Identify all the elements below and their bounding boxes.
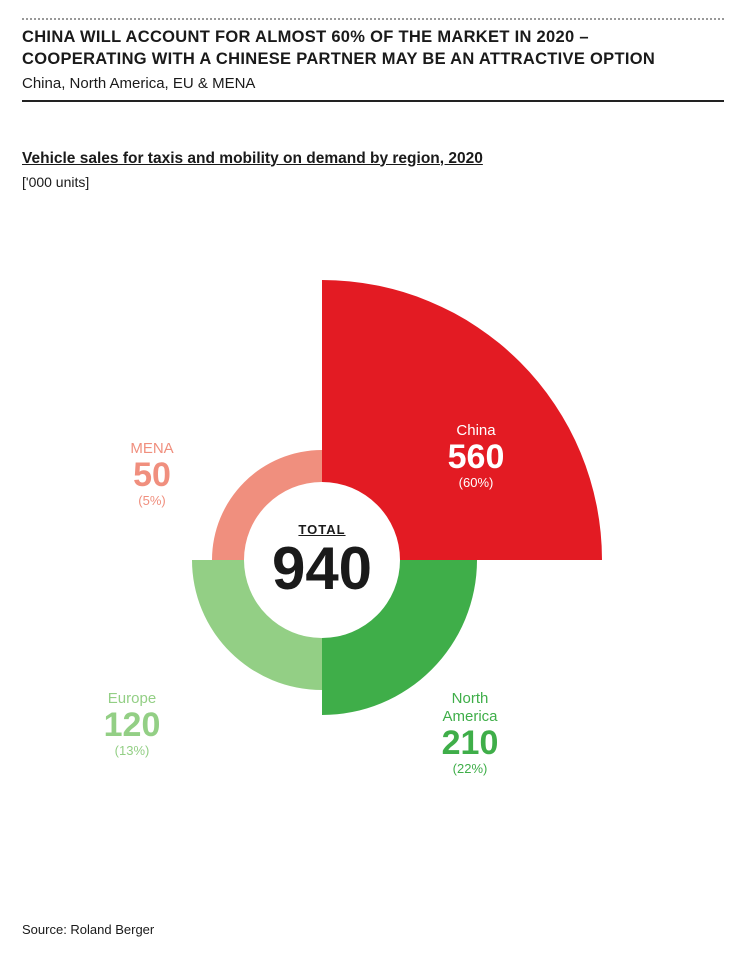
- slice-value: 210: [442, 726, 499, 762]
- slice-label-north-america: NorthAmerica210(22%): [442, 690, 499, 777]
- slice-label-china: China560(60%): [448, 422, 505, 491]
- slice-label-europe: Europe120(13%): [104, 690, 161, 759]
- slice-name: NorthAmerica: [442, 690, 499, 726]
- chart-center-label: TOTAL 940: [272, 522, 372, 599]
- slice-label-mena: MENA50(5%): [130, 440, 173, 509]
- headline: CHINA WILL ACCOUNT FOR ALMOST 60% OF THE…: [22, 26, 724, 71]
- slice-value: 120: [104, 708, 161, 744]
- slice-value: 560: [448, 440, 505, 476]
- chart-container: TOTAL 940 China560(60%) NorthAmerica210(2…: [22, 200, 724, 840]
- slice-percent: (22%): [442, 761, 499, 777]
- slice-percent: (13%): [104, 743, 161, 759]
- slice-value: 50: [130, 458, 173, 494]
- headline-line1: CHINA WILL ACCOUNT FOR ALMOST 60% OF THE…: [22, 28, 589, 46]
- slice-percent: (5%): [130, 493, 173, 509]
- chart-title: Vehicle sales for taxis and mobility on …: [22, 150, 724, 168]
- total-value: 940: [272, 539, 372, 599]
- subregions-text: China, North America, EU & MENA: [22, 75, 724, 92]
- source-text: Source: Roland Berger: [22, 922, 154, 937]
- solid-rule: [22, 100, 724, 102]
- slice-percent: (60%): [448, 475, 505, 491]
- headline-line2: COOPERATING WITH A CHINESE PARTNER MAY B…: [22, 50, 655, 68]
- chart-units: ['000 units]: [22, 174, 724, 190]
- slice-china: [322, 280, 602, 560]
- dotted-rule-top: [22, 18, 724, 20]
